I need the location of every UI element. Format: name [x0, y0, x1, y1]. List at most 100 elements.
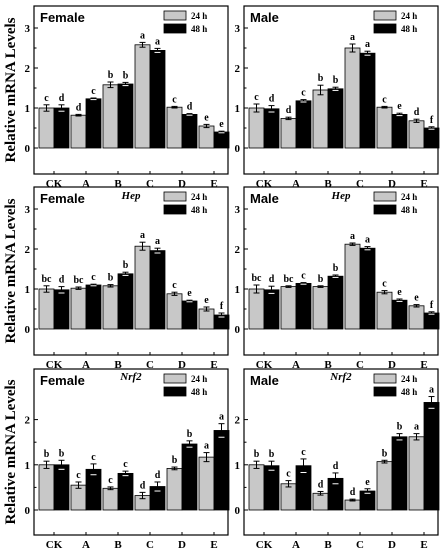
y-tick-label: 2: [25, 63, 31, 75]
bar-24h-a: [70, 287, 87, 330]
error-bar: [285, 285, 292, 288]
bar-24h-c: [344, 243, 361, 330]
error-bar: [396, 433, 403, 441]
y-tick-label: 1: [235, 460, 241, 472]
x-category-label: B: [114, 539, 122, 550]
error-bar: [122, 81, 129, 87]
y-tick-label: 0: [235, 505, 241, 517]
legend-label-24h: 24 h: [191, 192, 207, 202]
legend-swatch-48h: [373, 386, 397, 397]
bar-48h-c: [359, 52, 376, 149]
significance-letter: b: [318, 274, 324, 285]
error-bar: [268, 105, 275, 113]
significance-letter: e: [397, 101, 402, 112]
bar-48h-b: [327, 275, 344, 330]
bar-48h-d: [391, 114, 408, 149]
significance-letter: c: [172, 280, 177, 291]
bar-48h-e: [423, 312, 440, 330]
bar-24h-e: [198, 456, 215, 511]
x-category-label: E: [210, 539, 217, 550]
significance-letter: c: [44, 93, 49, 104]
bar-24h-ck: [248, 288, 265, 330]
significance-letter: a: [219, 412, 224, 423]
significance-letter: b: [123, 260, 129, 271]
significance-letter: f: [220, 301, 224, 312]
error-bar: [413, 433, 420, 441]
x-category-label: E: [420, 178, 427, 190]
significance-letter: e: [204, 295, 209, 306]
panel-frame: [243, 186, 439, 356]
significance-letter: c: [91, 272, 96, 283]
error-bar: [364, 246, 371, 251]
y-tick-label: 3: [25, 204, 31, 216]
significance-letter: d: [76, 102, 82, 113]
error-bar: [58, 459, 65, 470]
x-category-label: A: [292, 359, 300, 371]
error-bar: [43, 285, 50, 293]
bar-48h-ck: [53, 289, 70, 330]
bar-48h-d: [391, 436, 408, 511]
error-bar: [218, 130, 225, 134]
legend-label-24h: 24 h: [191, 374, 207, 384]
legend-label-24h: 24 h: [401, 374, 417, 384]
y-tick-label: 1: [25, 284, 31, 296]
legend-swatch-48h: [373, 23, 397, 34]
error-bar: [139, 241, 146, 251]
bar-24h-ck: [38, 107, 55, 149]
bar-48h-a: [85, 98, 102, 149]
bar-24h-d: [166, 293, 183, 330]
x-category-label: D: [388, 359, 396, 371]
bar-24h-e: [408, 305, 425, 330]
bar-24h-ck: [248, 464, 265, 511]
y-tick-label: 2: [25, 415, 31, 427]
bar-24h-c: [134, 44, 151, 149]
gene-label: Nrf2: [119, 371, 142, 383]
error-bar: [349, 242, 356, 246]
legend-label-48h: 48 h: [401, 387, 417, 397]
legend-swatch-24h: [373, 373, 397, 384]
error-bar: [413, 304, 420, 308]
significance-letter: a: [365, 39, 370, 50]
legend-label-24h: 24 h: [401, 11, 417, 21]
bar-48h-a: [295, 282, 312, 330]
error-bar: [58, 286, 65, 294]
bar-48h-c: [149, 50, 166, 149]
legend-label-48h: 48 h: [191, 205, 207, 215]
significance-letter: c: [76, 470, 81, 481]
x-category-label: CK: [46, 539, 63, 550]
legend-label-24h: 24 h: [401, 192, 417, 202]
bar-24h-d: [166, 468, 183, 511]
x-category-label: CK: [256, 539, 273, 550]
significance-letter: a: [429, 385, 434, 396]
significance-letter: c: [301, 447, 306, 458]
panel-title: Male: [250, 373, 279, 388]
error-bar: [122, 271, 129, 276]
significance-letter: d: [269, 94, 275, 105]
error-bar: [381, 459, 388, 464]
bar-24h-c: [344, 47, 361, 149]
x-category-label: CK: [256, 178, 273, 190]
x-category-label: A: [292, 539, 300, 550]
error-bar: [90, 283, 97, 287]
bar-24h-e: [198, 308, 215, 330]
error-bar: [364, 488, 371, 494]
error-bar: [218, 312, 225, 318]
error-bar: [413, 118, 420, 123]
error-bar: [186, 440, 193, 448]
x-category-label: D: [178, 539, 186, 550]
y-tick-label: 1: [25, 460, 31, 472]
legend-swatch-48h: [373, 204, 397, 215]
x-category-label: C: [146, 539, 154, 550]
significance-letter: c: [172, 94, 177, 105]
significance-letter: e: [219, 119, 224, 130]
significance-letter: b: [187, 429, 193, 440]
error-bar: [203, 123, 210, 129]
significance-letter: b: [333, 263, 339, 274]
bar-48h-ck: [53, 464, 70, 511]
bar-24h-a: [280, 483, 297, 511]
significance-letter: c: [382, 279, 387, 290]
bar-24h-d: [166, 106, 183, 149]
legend-swatch-24h: [163, 10, 187, 21]
